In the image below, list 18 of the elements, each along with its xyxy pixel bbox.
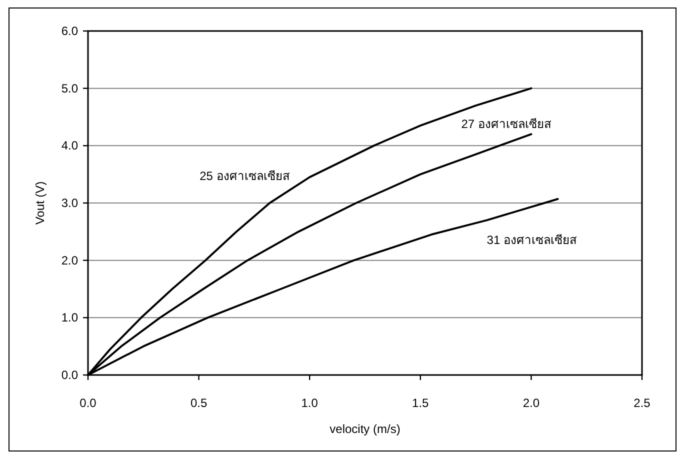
y-tick-label: 5.0: [61, 81, 78, 96]
series-label: 31 องศาเซลเซียส: [486, 232, 578, 247]
y-tick-label: 1.0: [61, 310, 78, 325]
series-label: 27 องศาเซลเซียส: [461, 117, 552, 132]
y-tick-label: 0.0: [61, 368, 78, 382]
x-tick-label: 0.5: [190, 396, 208, 410]
x-tick-label: 1.5: [412, 396, 430, 410]
x-axis-title: velocity (m/s): [330, 422, 400, 436]
x-tick-label: 0.0: [80, 396, 97, 410]
x-tick-label: 2.5: [634, 396, 651, 410]
x-tick-label: 1.0: [301, 396, 318, 410]
y-tick-label: 3.0: [61, 196, 78, 210]
y-tick-label: 4.0: [61, 138, 78, 153]
series-label: 25 องศาเซลเซียส: [200, 169, 290, 184]
y-tick-label: 2.0: [61, 253, 78, 268]
y-tick-label: 6.0: [61, 24, 78, 38]
y-axis-title: Vout (V): [33, 181, 47, 225]
x-tick-label: 2.0: [522, 396, 540, 410]
